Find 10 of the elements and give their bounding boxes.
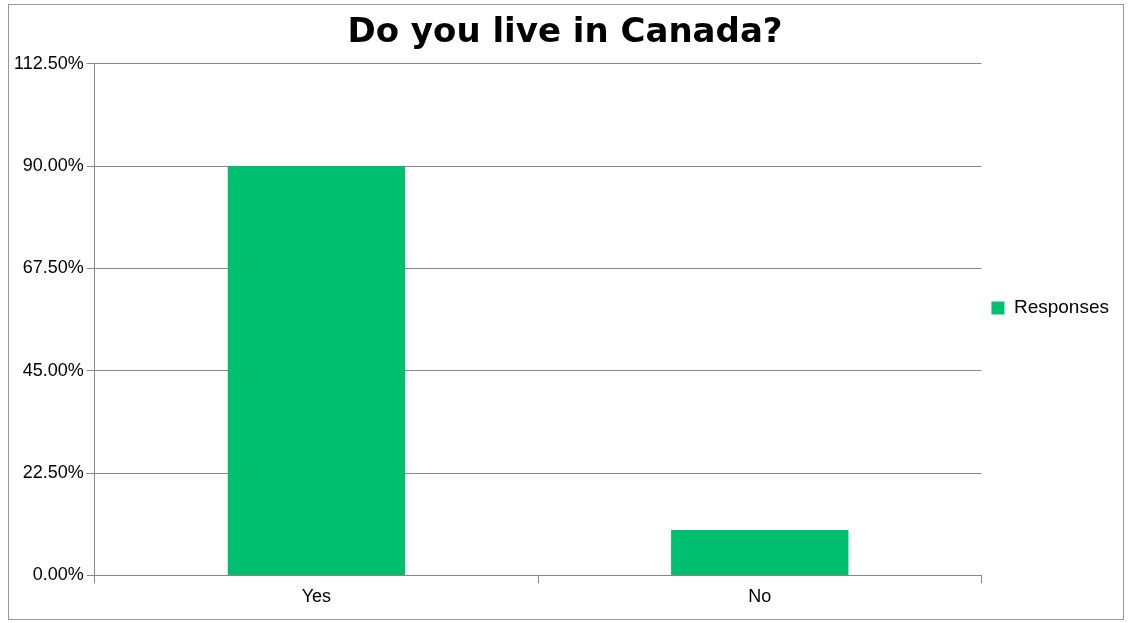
x-tick-label: No	[748, 586, 772, 607]
y-tick-label: 67.50%	[22, 257, 84, 278]
y-tick-label: 45.00%	[22, 359, 84, 380]
chart-title: Do you live in Canada?	[347, 10, 783, 51]
y-tick-label: 0.00%	[32, 564, 84, 585]
y-tick-label: 90.00%	[22, 155, 84, 176]
y-tick-label: 22.50%	[22, 462, 84, 483]
x-tick-label: Yes	[301, 586, 332, 607]
legend-label: Responses	[1013, 296, 1110, 318]
y-tick-label: 112.50%	[13, 52, 84, 73]
